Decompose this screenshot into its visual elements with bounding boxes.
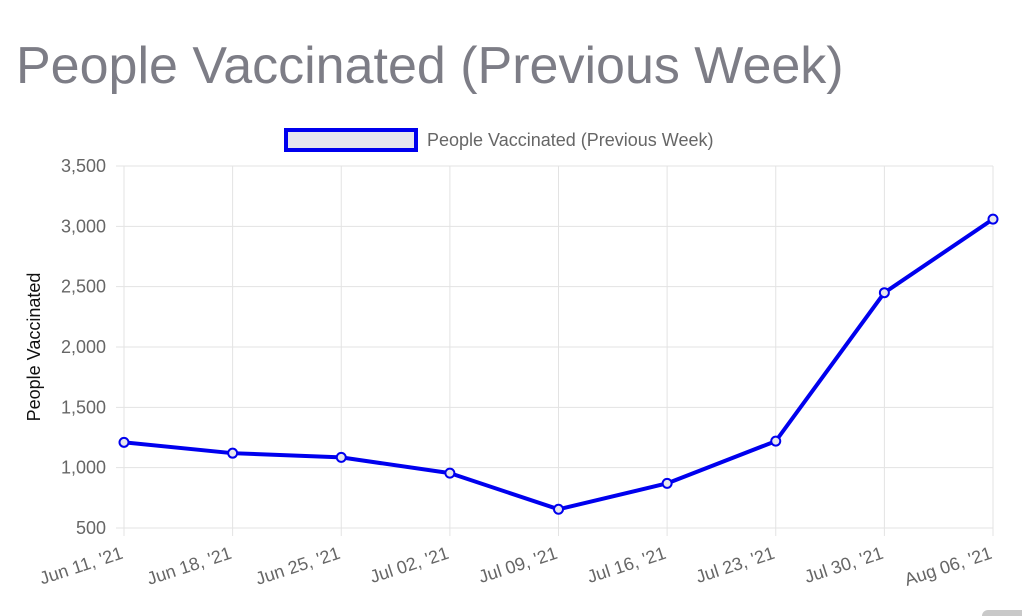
x-tick-label: Jun 18, '21 — [144, 543, 233, 589]
page-title: People Vaccinated (Previous Week) — [16, 37, 844, 95]
x-tick-label: Jun 11, '21 — [37, 543, 125, 589]
data-point — [335, 451, 347, 463]
data-point — [878, 287, 890, 299]
y-tick-label: 1,000 — [61, 458, 106, 478]
chart-legend[interactable]: People Vaccinated (Previous Week) — [284, 128, 713, 152]
y-tick-label: 2,500 — [61, 277, 106, 297]
legend-swatch[interactable] — [284, 128, 418, 152]
x-tick-label: Jul 09, '21 — [476, 543, 560, 587]
y-tick-label: 3,000 — [61, 216, 106, 236]
x-tick-label: Jun 25, '21 — [253, 543, 342, 589]
data-point — [987, 213, 999, 225]
scroll-handle[interactable] — [982, 610, 1022, 616]
x-tick-label: Jul 16, '21 — [585, 543, 669, 587]
x-tick-label: Aug 06, '21 — [902, 543, 994, 590]
y-axis-label: People Vaccinated — [24, 273, 44, 422]
data-point — [770, 435, 782, 447]
x-tick-label: Jul 02, '21 — [367, 543, 451, 587]
data-point — [553, 503, 564, 515]
legend-label[interactable]: People Vaccinated (Previous Week) — [427, 130, 713, 150]
x-tick-label: Jul 30, '21 — [802, 543, 886, 587]
data-point — [661, 477, 673, 489]
y-tick-label: 500 — [76, 518, 106, 538]
chart-grid — [116, 165, 994, 536]
chart-axes: 500 1,000 1,500 2,000 2,500 3,000 3,500 Jun 11,… — [37, 156, 994, 590]
data-point — [227, 447, 239, 459]
chart-series — [118, 213, 999, 515]
y-tick-label: 2,000 — [61, 337, 106, 357]
data-point — [118, 436, 130, 448]
data-point — [444, 467, 456, 479]
x-tick-label: Jul 23, '21 — [693, 543, 777, 587]
y-tick-label: 3,500 — [61, 156, 106, 176]
y-tick-label: 1,500 — [61, 397, 106, 417]
